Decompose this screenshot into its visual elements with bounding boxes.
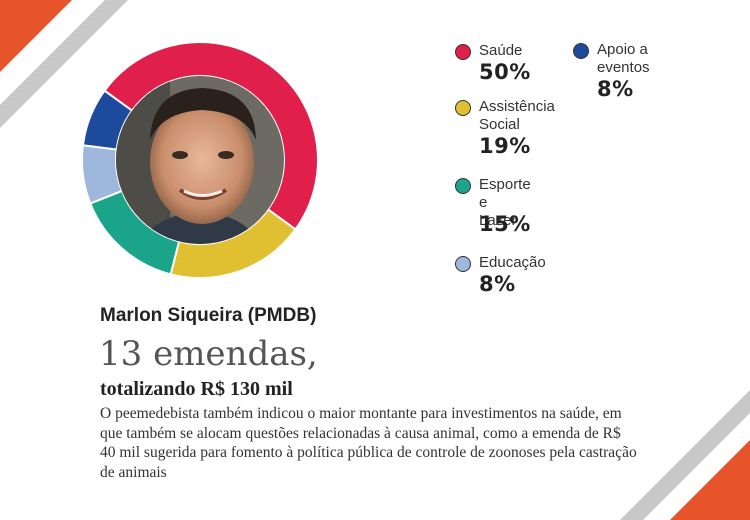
corner-decoration-bottom-right bbox=[620, 390, 750, 520]
legend-value: 8% bbox=[597, 77, 634, 101]
legend-label: Assistência Social bbox=[479, 98, 555, 134]
description-text: O peemedebista também indicou o maior mo… bbox=[100, 405, 637, 481]
legend-swatch bbox=[455, 100, 471, 116]
legend-value: 15% bbox=[479, 212, 531, 236]
legend-label-line: Assistência bbox=[479, 98, 555, 115]
legend-label: Apoio a eventos bbox=[597, 41, 650, 77]
total-amount: totalizando R$ 130 mil bbox=[100, 378, 293, 400]
legend-label-line: Social bbox=[479, 116, 520, 133]
legend-label-line: Esporte e bbox=[479, 176, 531, 211]
legend-value: 8% bbox=[479, 272, 516, 296]
legend-swatch bbox=[573, 43, 589, 59]
legend-label-line: Educação bbox=[479, 254, 546, 271]
corner-gray-stripe bbox=[0, 0, 128, 128]
legend-label-line: Apoio a bbox=[597, 41, 648, 58]
legend-label-line: eventos bbox=[597, 59, 650, 76]
legend-value: 19% bbox=[479, 134, 531, 158]
donut-chart bbox=[81, 41, 319, 279]
corner-orange-triangle bbox=[0, 0, 72, 72]
corner-decoration-top-left bbox=[0, 0, 128, 128]
deputy-name: Marlon Siqueira (PMDB) bbox=[100, 305, 317, 326]
legend-label: Educação bbox=[479, 254, 546, 272]
legend-swatch bbox=[455, 256, 471, 272]
legend-label: Saúde bbox=[479, 42, 522, 60]
legend-label-line: Saúde bbox=[479, 42, 523, 59]
legend-swatch bbox=[455, 178, 471, 194]
corner-gray-stripe bbox=[620, 390, 750, 520]
legend-label: Esporte e Lazer bbox=[479, 176, 531, 230]
legend-label-line: Lazer bbox=[479, 212, 517, 229]
amendments-count: 13 emendas, bbox=[99, 334, 318, 374]
legend-swatch bbox=[455, 44, 471, 60]
legend-value: 50% bbox=[479, 60, 531, 84]
corner-orange-triangle bbox=[670, 440, 750, 520]
